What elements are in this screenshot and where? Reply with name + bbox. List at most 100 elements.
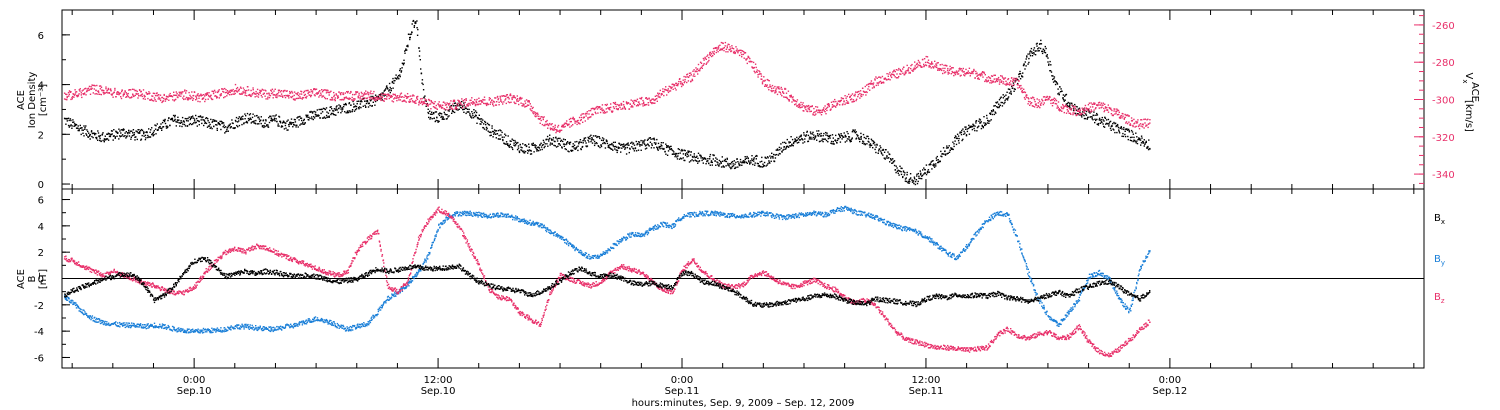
density-data-point xyxy=(190,116,192,118)
density-data-point xyxy=(124,132,126,134)
density-data-point xyxy=(891,162,893,164)
density-data-point xyxy=(329,109,331,112)
density-data-point xyxy=(556,140,559,142)
density-data-point xyxy=(973,124,975,126)
density-data-point xyxy=(412,19,415,22)
density-data-point xyxy=(505,141,508,143)
density-data-point xyxy=(1149,147,1151,150)
velocity-data-point xyxy=(1012,79,1015,81)
velocity-data-point xyxy=(89,93,92,95)
velocity-data-point xyxy=(1136,121,1139,123)
density-data-point xyxy=(954,140,956,142)
velocity-data-point xyxy=(630,99,632,101)
velocity-data-point xyxy=(688,72,691,74)
velocity-data-point xyxy=(835,106,837,108)
density-data-point xyxy=(186,125,189,127)
density-data-point xyxy=(532,142,534,144)
density-data-point xyxy=(725,165,727,167)
velocity-data-point xyxy=(80,94,82,96)
velocity-data-point xyxy=(1047,98,1050,100)
density-data-point xyxy=(354,109,357,111)
velocity-data-point xyxy=(113,91,115,93)
density-data-point xyxy=(1098,117,1101,120)
density-data-point xyxy=(659,146,662,148)
density-data-point xyxy=(223,124,225,126)
velocity-data-point xyxy=(630,106,632,108)
velocity-data-point xyxy=(943,72,946,74)
velocity-data-point xyxy=(608,108,610,110)
velocity-data-point xyxy=(399,99,402,101)
velocity-data-point xyxy=(504,99,506,101)
density-data-point xyxy=(672,150,674,152)
velocity-data-point xyxy=(778,86,780,88)
density-data-point xyxy=(1047,61,1049,63)
density-data-point xyxy=(758,165,760,167)
density-data-point xyxy=(626,143,628,145)
density-data-point xyxy=(407,45,409,48)
velocity-data-point xyxy=(348,98,350,100)
density-data-point xyxy=(907,180,910,183)
density-data-point xyxy=(175,121,177,123)
density-data-point xyxy=(1066,103,1068,105)
density-data-point xyxy=(886,155,888,157)
velocity-data-point xyxy=(335,93,337,95)
density-data-point xyxy=(108,135,111,138)
density-data-point xyxy=(1093,114,1095,117)
density-data-point xyxy=(853,131,855,133)
density-data-point xyxy=(840,134,843,137)
density-data-point xyxy=(894,169,897,171)
density-data-point xyxy=(527,152,529,154)
velocity-data-point xyxy=(766,84,768,86)
velocity-data-point xyxy=(1065,106,1068,108)
density-data-point xyxy=(892,158,894,160)
density-data-point xyxy=(794,138,796,140)
density-data-point xyxy=(486,122,489,125)
velocity-data-point xyxy=(460,102,462,105)
density-data-point xyxy=(846,131,848,133)
velocity-data-point xyxy=(551,128,554,130)
velocity-data-point xyxy=(737,50,739,52)
density-data-point xyxy=(406,49,408,51)
velocity-data-point xyxy=(676,84,679,86)
velocity-data-point xyxy=(339,92,341,95)
velocity-data-point xyxy=(564,125,566,128)
density-data-point xyxy=(790,136,792,138)
velocity-data-point xyxy=(91,87,93,90)
density-data-point xyxy=(473,109,475,111)
velocity-data-point xyxy=(789,96,791,98)
velocity-data-point xyxy=(724,45,726,47)
velocity-data-point xyxy=(568,118,571,121)
velocity-data-point xyxy=(866,91,868,94)
velocity-data-point xyxy=(1038,105,1040,108)
density-data-point xyxy=(510,140,512,142)
velocity-data-point xyxy=(1014,81,1016,83)
velocity-data-point xyxy=(942,72,944,75)
density-data-point xyxy=(118,138,120,140)
density-data-point xyxy=(174,116,176,118)
density-data-point xyxy=(281,122,284,124)
density-data-point xyxy=(852,129,854,131)
density-data-point xyxy=(651,143,653,145)
density-data-point xyxy=(333,108,336,110)
density-data-point xyxy=(660,144,662,146)
density-data-point xyxy=(596,136,598,139)
velocity-data-point xyxy=(941,69,943,72)
velocity-data-point xyxy=(268,96,271,99)
density-data-point xyxy=(576,146,578,148)
density-data-point xyxy=(954,135,957,137)
density-data-point xyxy=(643,140,645,142)
density-data-point xyxy=(859,138,861,140)
velocity-data-point xyxy=(1143,118,1145,121)
velocity-data-point xyxy=(468,102,470,105)
velocity-data-point xyxy=(935,66,937,68)
velocity-data-point xyxy=(213,89,216,92)
velocity-data-point xyxy=(653,102,655,104)
density-data-point xyxy=(1039,47,1042,50)
velocity-data-point xyxy=(241,92,243,94)
velocity-data-point xyxy=(1077,110,1080,112)
density-data-point xyxy=(512,139,514,142)
density-data-point xyxy=(1103,120,1105,122)
velocity-data-point xyxy=(561,126,563,128)
velocity-data-point xyxy=(233,91,235,93)
density-data-point xyxy=(548,140,550,142)
